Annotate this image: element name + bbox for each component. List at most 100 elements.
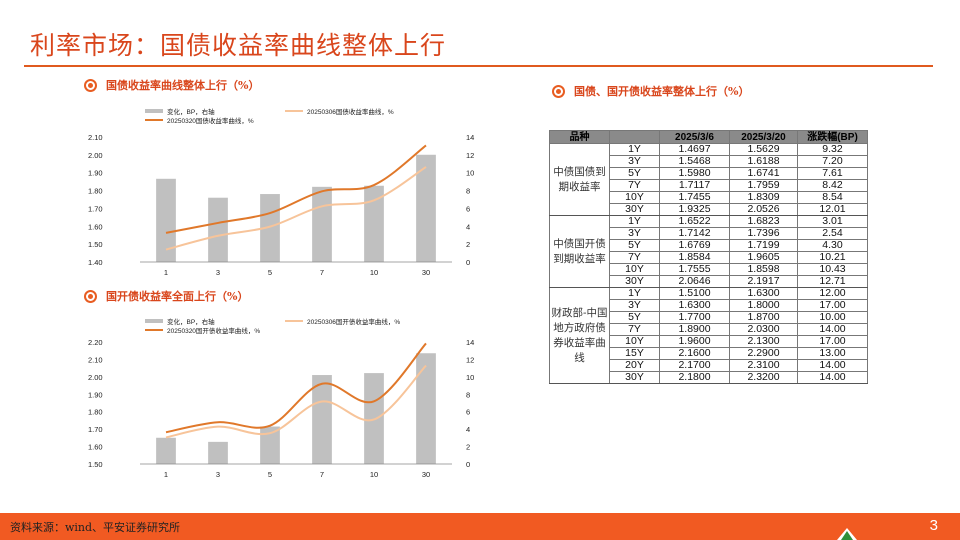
y-tick-left: 1.90 <box>88 169 103 178</box>
table-header <box>609 130 660 144</box>
y-tick-right: 8 <box>466 187 470 196</box>
bullet-icon <box>552 84 565 98</box>
table-cell: 1.7396 <box>729 227 798 240</box>
y-tick-right: 0 <box>466 258 470 267</box>
table-header-row: 品种 2025/3/6 2025/3/20 涨跌幅(BP) <box>549 130 868 144</box>
table-group-label: 财政部-中国地方政府债券收益率曲线 <box>549 287 610 384</box>
table-cell: 1Y <box>609 215 660 228</box>
x-tick: 1 <box>164 470 168 479</box>
table-cell: 30Y <box>609 275 660 288</box>
bar <box>312 375 332 464</box>
table-row: 10Y 1.9600 2.1300 17.00 <box>550 335 868 348</box>
y-tick-right: 10 <box>466 373 474 382</box>
logo-icon <box>837 528 857 540</box>
table-cell: 10.43 <box>797 263 868 276</box>
x-tick: 7 <box>320 268 324 277</box>
table-cell: 1.8900 <box>659 323 730 336</box>
y-tick-left: 1.60 <box>88 443 103 452</box>
bar <box>364 185 384 262</box>
table-cell: 1.8000 <box>729 299 798 312</box>
table-cell: 5Y <box>609 311 660 324</box>
table-cell: 15Y <box>609 347 660 360</box>
y-tick-right: 10 <box>466 169 474 178</box>
table-cell: 12.71 <box>797 275 868 288</box>
x-tick: 10 <box>370 470 378 479</box>
table-row: 7Y 1.8584 1.9605 10.21 <box>550 251 868 264</box>
legend-label-line1: 20250306国开债收益率曲线，% <box>307 317 400 326</box>
y-tick-right: 6 <box>466 408 470 417</box>
bar <box>312 186 332 262</box>
table-cell: 5Y <box>609 239 660 252</box>
table-cell: 2.2900 <box>729 347 798 360</box>
x-tick: 5 <box>268 268 272 277</box>
table-cell: 10.00 <box>797 311 868 324</box>
table-cell: 1Y <box>609 143 660 156</box>
table-cell: 1.5468 <box>659 155 730 168</box>
legend-swatch-bar <box>145 109 163 113</box>
table-cell: 14.00 <box>797 359 868 372</box>
table-row: 7Y 1.8900 2.0300 14.00 <box>550 323 868 336</box>
x-tick: 5 <box>268 470 272 479</box>
bar <box>156 178 176 262</box>
chart2-title: 国开债收益率全面上行（%） <box>106 290 249 303</box>
table-cell: 1.9600 <box>659 335 730 348</box>
table-header: 品种 <box>549 130 610 144</box>
table-cell: 1.6300 <box>729 287 798 300</box>
table-cell: 1.8584 <box>659 251 730 264</box>
table-row: 中债国债到期收益率 1Y 1.4697 1.5629 9.32 <box>549 143 868 216</box>
bar <box>208 441 228 464</box>
x-tick: 10 <box>370 268 378 277</box>
table-cell: 1.8598 <box>729 263 798 276</box>
y-tick-left: 1.70 <box>88 425 103 434</box>
table-cell: 3Y <box>609 155 660 168</box>
table-row: 3Y 1.5468 1.6188 7.20 <box>550 155 868 168</box>
table-cell: 1.6741 <box>729 167 798 180</box>
y-tick-left: 1.80 <box>88 408 103 417</box>
chart1-heading: 国债收益率曲线整体上行（%） <box>84 77 259 93</box>
y-tick-left: 2.10 <box>88 355 103 364</box>
x-tick: 7 <box>320 470 324 479</box>
table-cell: 1.9605 <box>729 251 798 264</box>
y-tick-left: 1.50 <box>88 460 103 469</box>
table-cell: 5Y <box>609 167 660 180</box>
table-cell: 1.6188 <box>729 155 798 168</box>
table-cell: 14.00 <box>797 371 868 384</box>
table-cell: 8.42 <box>797 179 868 192</box>
table-cell: 10Y <box>609 191 660 204</box>
table-cell: 17.00 <box>797 299 868 312</box>
y-tick-right: 14 <box>466 133 474 142</box>
table-cell: 1.5100 <box>659 287 730 300</box>
table-cell: 2.1600 <box>659 347 730 360</box>
table-group-label: 中债国开债到期收益率 <box>549 215 610 288</box>
table-cell: 1.7455 <box>659 191 730 204</box>
y-tick-right: 2 <box>466 240 470 249</box>
table-cell: 1.7555 <box>659 263 730 276</box>
table-cell: 3Y <box>609 299 660 312</box>
table-cell: 1.4697 <box>659 143 730 156</box>
table-cell: 2.1917 <box>729 275 798 288</box>
y-tick-left: 1.50 <box>88 240 103 249</box>
y-tick-right: 8 <box>466 390 470 399</box>
table-cell: 1.7959 <box>729 179 798 192</box>
legend-label-bar: 变化，BP，右轴 <box>167 317 215 326</box>
y-tick-left: 2.20 <box>88 338 103 347</box>
cdb-yield-chart: 变化，BP，右轴 20250306国开债收益率曲线，% 20250320国开债收益率… <box>88 317 474 479</box>
table-cell: 7.20 <box>797 155 868 168</box>
title-divider <box>24 65 933 67</box>
footer-bar: 资料来源：wind、平安证券研究所 3 <box>0 513 960 540</box>
yield-table: 品种 2025/3/6 2025/3/20 涨跌幅(BP) 中债国债到期收益率 1… <box>549 130 868 384</box>
y-tick-left: 2.00 <box>88 373 103 382</box>
source-note: 资料来源：wind、平安证券研究所 <box>10 521 181 534</box>
table-heading: 国债、国开债收益率整体上行（%） <box>552 83 749 99</box>
table-group-label: 中债国债到期收益率 <box>549 143 610 216</box>
table-cell: 10Y <box>609 335 660 348</box>
table-cell: 1.7142 <box>659 227 730 240</box>
table-cell: 20Y <box>609 359 660 372</box>
x-tick: 3 <box>216 268 220 277</box>
table-row: 财政部-中国地方政府债券收益率曲线 1Y 1.5100 1.6300 12.00 <box>549 287 868 384</box>
y-tick-left: 1.80 <box>88 187 103 196</box>
table-cell: 7.61 <box>797 167 868 180</box>
bar <box>416 353 436 464</box>
bullet-icon <box>84 78 97 92</box>
series-line-0320 <box>165 342 427 434</box>
